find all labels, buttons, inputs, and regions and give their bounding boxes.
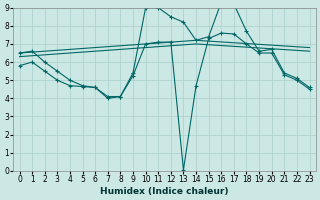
X-axis label: Humidex (Indice chaleur): Humidex (Indice chaleur)	[100, 187, 229, 196]
